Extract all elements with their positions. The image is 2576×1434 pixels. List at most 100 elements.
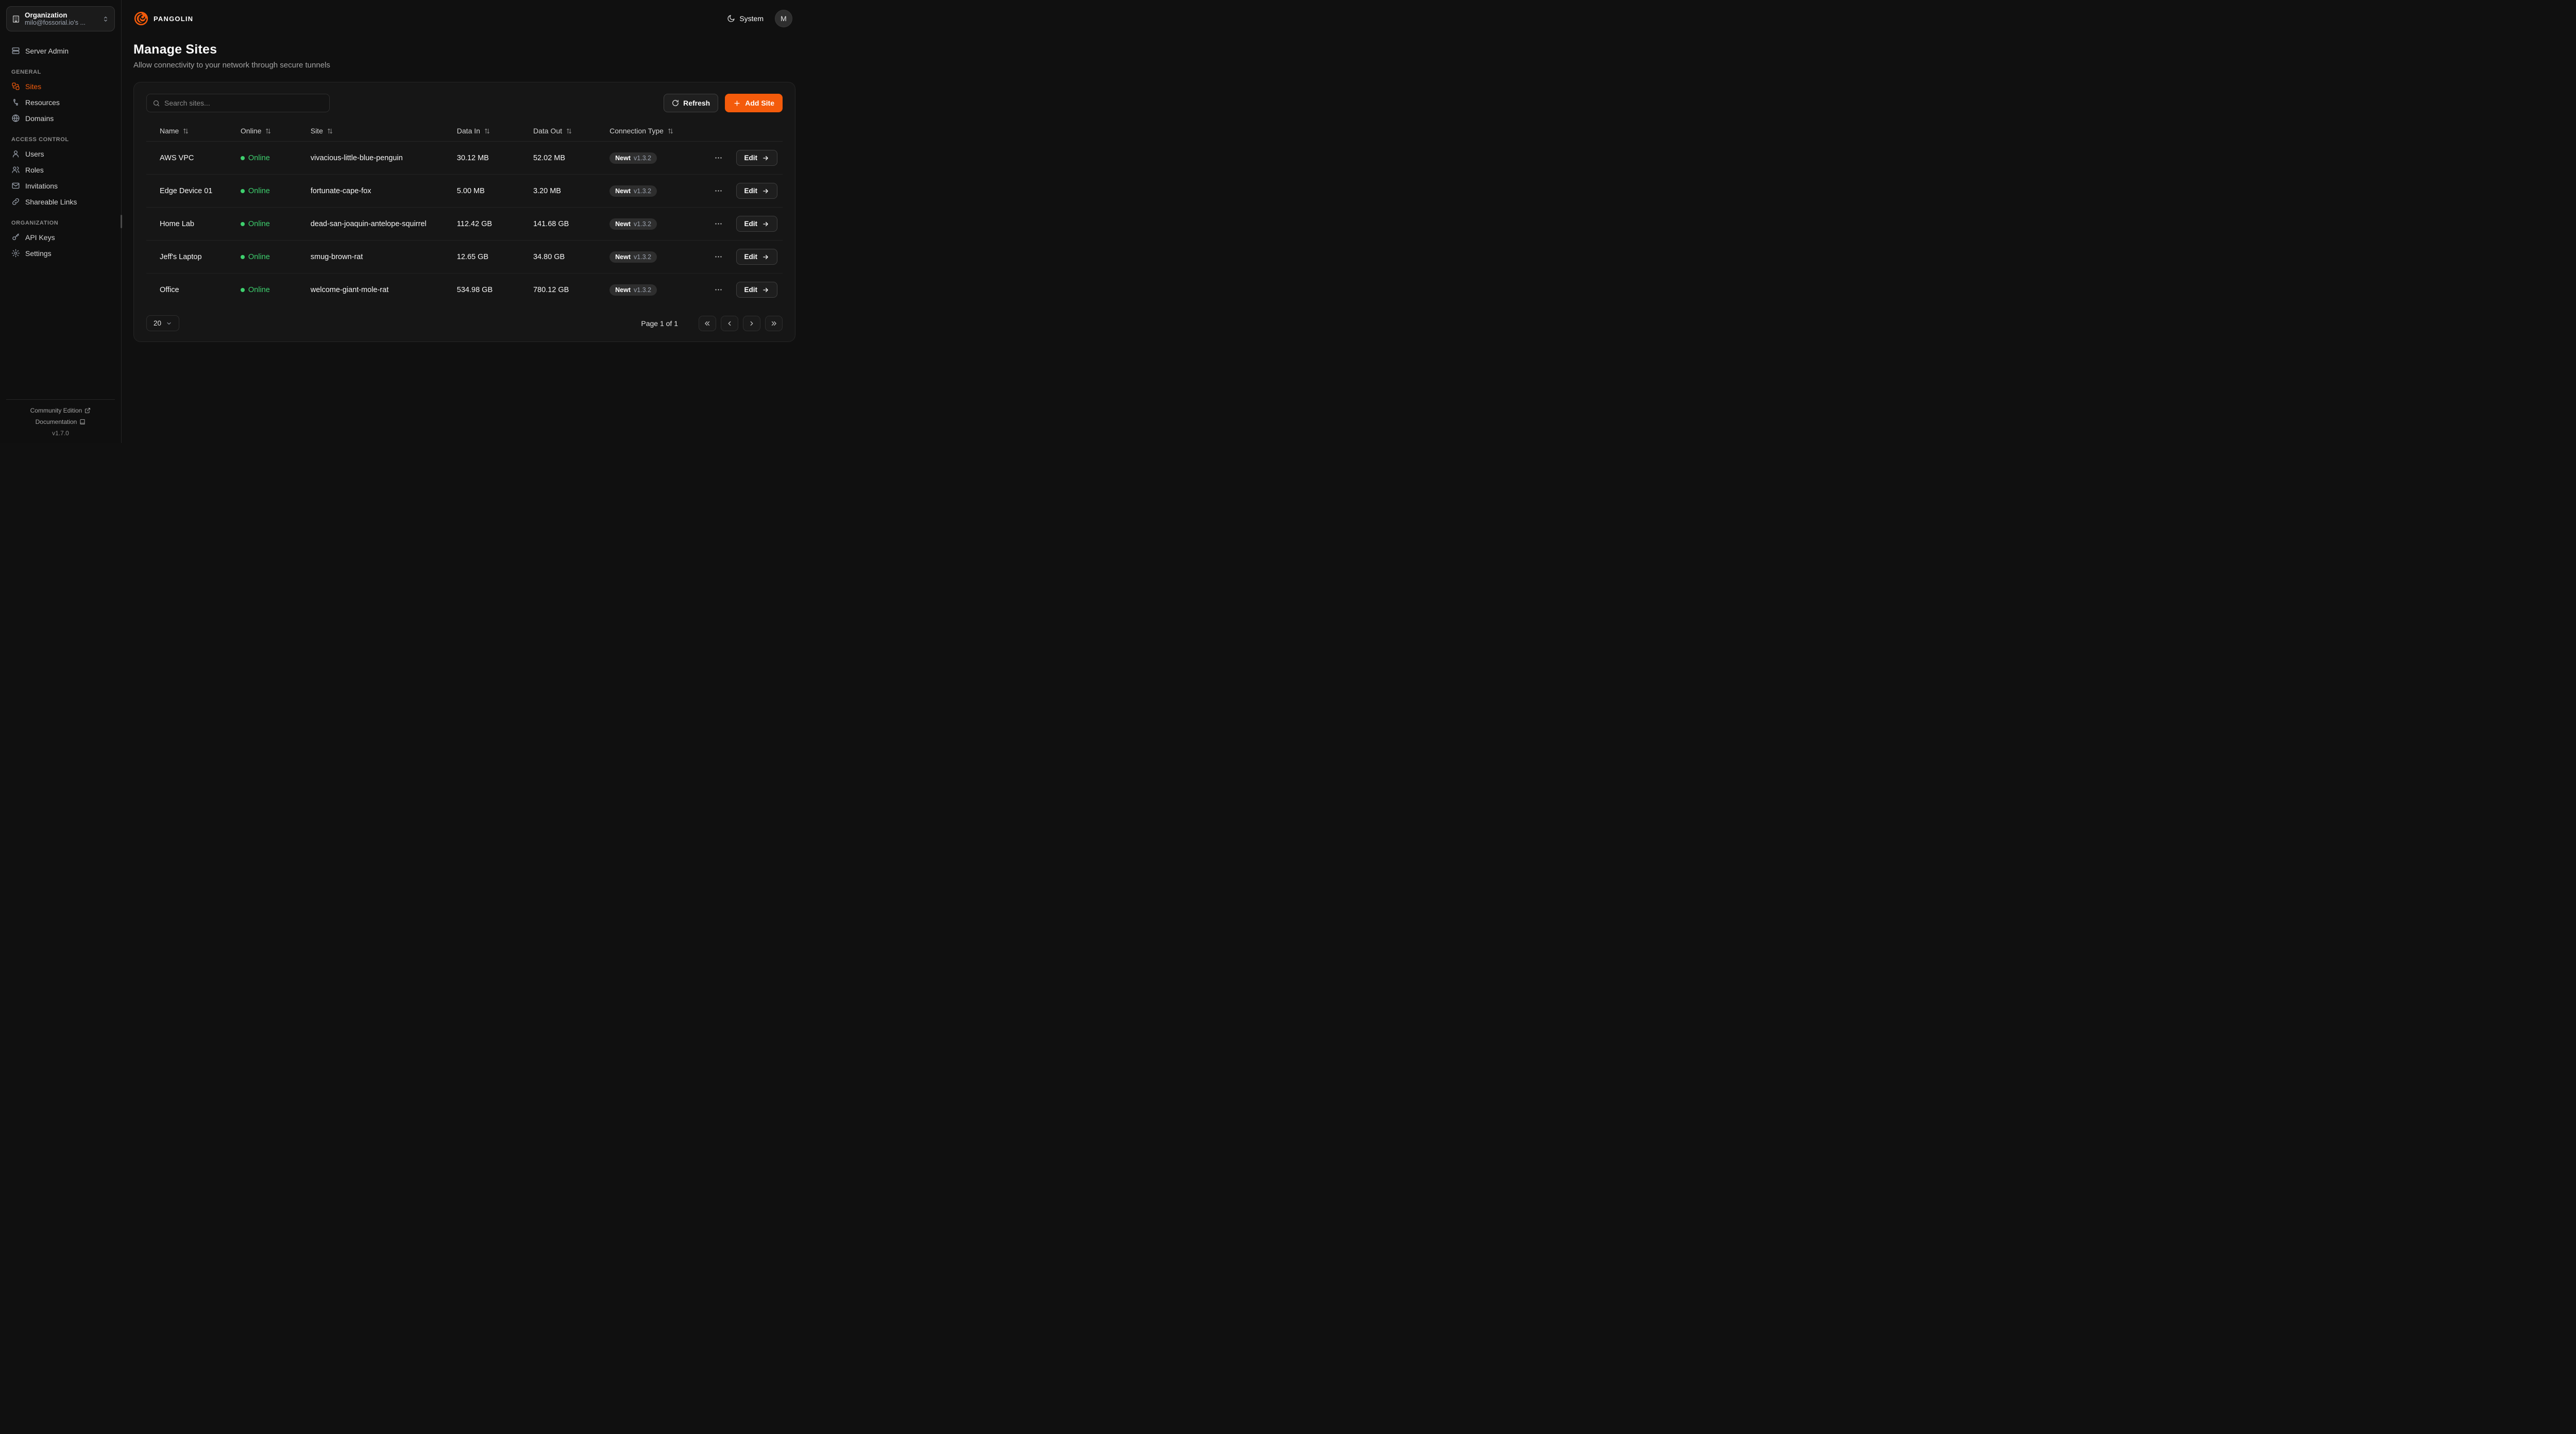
moon-icon [727,14,735,23]
last-page-button[interactable] [765,315,783,331]
row-actions-button[interactable] [714,252,724,262]
gear-icon [11,249,20,258]
sidebar-item-sites[interactable]: Sites [6,78,115,94]
app-version: v1.7.0 [52,430,69,437]
sidebar-footer: Community Edition Documentation v1.7.0 [6,399,115,438]
column-header-data-out[interactable]: Data Out [533,127,572,135]
first-page-button[interactable] [699,315,716,331]
table-header-row: Name Online Site Data In Data Out Connec… [146,121,783,142]
row-actions-button[interactable] [714,285,724,295]
sidebar-item-shareable-links[interactable]: Shareable Links [6,194,115,210]
arrow-right-icon [762,253,769,261]
online-status-dot [240,287,245,292]
brand: PANGOLIN [133,11,193,26]
online-status: Online [240,253,270,261]
data-out-value: 52.02 MB [528,141,605,175]
row-actions-button[interactable] [714,153,724,163]
page-content: Manage Sites Allow connectivity to your … [122,37,808,342]
page-size-select[interactable]: 20 [146,315,180,331]
data-in-value: 12.65 GB [451,240,528,274]
site-tunnel-name: smug-brown-rat [305,240,452,274]
external-link-icon [84,407,91,414]
data-out-value: 3.20 MB [528,174,605,208]
sidebar-item-label: Settings [25,249,52,258]
sidebar-item-server-admin[interactable]: Server Admin [6,43,115,59]
sites-icon [11,82,20,91]
sort-icon [566,128,572,134]
sidebar-item-settings[interactable]: Settings [6,245,115,261]
sidebar-item-roles[interactable]: Roles [6,162,115,178]
sort-icon [182,128,189,134]
data-out-value: 34.80 GB [528,240,605,274]
table-row: Edge Device 01 Online fortunate-cape-fox… [146,174,783,208]
sidebar-item-label: Shareable Links [25,197,77,206]
row-actions-button[interactable] [714,186,724,196]
sidebar-item-users[interactable]: Users [6,146,115,162]
sort-icon [484,128,490,134]
sidebar-item-label: Domains [25,114,54,123]
sidebar-item-invitations[interactable]: Invitations [6,178,115,194]
site-tunnel-name: dead-san-joaquin-antelope-squirrel [305,207,452,241]
main-area: PANGOLIN System M Manage Sites Allow con… [122,0,808,443]
sidebar-resize-handle[interactable] [121,215,122,228]
search-input[interactable] [164,99,324,107]
site-name: Jeff's Laptop [146,240,235,274]
site-name: Edge Device 01 [146,174,235,208]
column-header-connection-type[interactable]: Connection Type [609,127,674,135]
documentation-link[interactable]: Documentation [6,418,115,425]
column-header-online[interactable]: Online [241,127,272,135]
online-status: Online [240,286,270,294]
brand-name: PANGOLIN [154,14,194,23]
online-status: Online [240,187,270,195]
key-icon [11,233,20,242]
sidebar-item-domains[interactable]: Domains [6,110,115,126]
column-header-data-in[interactable]: Data In [457,127,490,135]
next-page-button[interactable] [743,315,760,331]
table-row: Home Lab Online dead-san-joaquin-antelop… [146,207,783,241]
ellipsis-icon [714,219,723,228]
sort-icon [327,128,333,134]
mail-icon [11,181,20,190]
avatar[interactable]: M [775,10,792,27]
chevron-down-icon [166,320,172,327]
sidebar-item-resources[interactable]: Resources [6,94,115,110]
theme-toggle[interactable]: System [727,14,764,23]
arrow-right-icon [762,155,769,162]
org-selector[interactable]: Organization milo@fossorial.io's ... [6,6,115,31]
edit-button[interactable]: Edit [736,150,777,166]
book-icon [79,419,86,425]
community-edition-link[interactable]: Community Edition [6,407,115,414]
sidebar-item-label: Invitations [25,181,58,190]
refresh-button[interactable]: Refresh [664,94,719,112]
add-site-button[interactable]: Add Site [725,94,783,112]
online-status-dot [240,156,245,160]
data-out-value: 780.12 GB [533,285,569,294]
prev-page-button[interactable] [721,315,738,331]
org-title: Organization [25,11,67,19]
sidebar-item-api-keys[interactable]: API Keys [6,229,115,245]
edit-button[interactable]: Edit [736,282,777,298]
sidebar-item-label: Users [25,149,44,158]
refresh-icon [672,99,679,107]
edit-button[interactable]: Edit [736,216,777,232]
section-title-access-control: ACCESS CONTROL [11,136,69,143]
chevron-right-icon [748,320,755,327]
theme-label: System [739,14,764,23]
connection-type-badge: Newt v1.3.2 [609,284,657,296]
data-in-value: 5.00 MB [451,174,528,208]
column-header-name[interactable]: Name [160,127,189,135]
search-box [146,94,330,112]
online-status: Online [240,154,270,162]
sites-table: Name Online Site Data In Data Out Connec… [146,121,783,306]
row-actions-button[interactable] [714,219,724,229]
edit-button[interactable]: Edit [736,249,777,265]
sites-card: Refresh Add Site Name Online Site [133,82,795,342]
plus-icon [733,99,741,107]
user-icon [11,149,20,158]
chevrons-right-icon [770,320,777,327]
column-header-site[interactable]: Site [311,127,333,135]
arrow-right-icon [762,286,769,294]
edit-button[interactable]: Edit [736,183,777,199]
building-icon [12,15,20,23]
site-tunnel-name: welcome-giant-mole-rat [310,285,389,294]
